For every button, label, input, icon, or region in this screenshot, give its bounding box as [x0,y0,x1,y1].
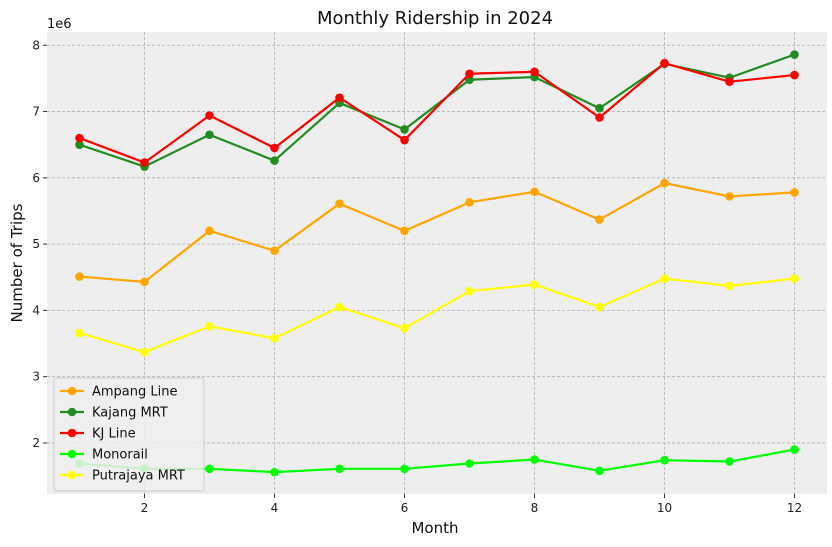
data-point [790,70,799,80]
data-point [75,328,84,338]
series-ampang-line [75,178,799,287]
x-tick-label: 8 [531,501,539,515]
data-point [75,140,84,149]
legend-swatch-marker [67,386,77,396]
y-tick-label: 4 [32,303,40,317]
data-point [790,50,799,59]
legend-item: KJ Line [60,427,136,442]
legend-label: KJ Line [92,427,136,442]
data-point [465,459,474,468]
data-point [595,103,604,113]
legend-box [53,377,205,492]
x-tick-label: 4 [271,501,279,515]
y-axis-label: Number of Trips [8,203,26,322]
series-putrajaya-mrt [75,274,799,357]
data-point [595,113,604,122]
legend-label: Monorail [92,448,148,463]
data-point [335,93,344,102]
chart-title: Monthly Ridership in 2024 [317,8,553,29]
series-line [79,62,795,164]
data-point [270,156,279,165]
y-tick-label: 2 [32,436,40,450]
x-axis-label: Month [411,519,458,537]
y-tick-label: 8 [32,38,40,52]
data-point [75,272,84,281]
data-point [140,277,149,287]
data-point [140,158,149,167]
data-point [465,75,474,85]
data-point [725,192,734,201]
data-point [595,466,604,476]
legend-swatch-marker [67,428,77,438]
data-point [205,464,214,474]
data-point [335,302,344,312]
data-point [205,111,214,120]
data-point [530,280,539,289]
data-point [465,69,474,79]
data-point [660,455,669,465]
data-point [660,178,669,188]
data-point [270,333,279,343]
data-point [140,347,149,357]
series-line [79,277,795,354]
legend-item: Kajang MRT [60,406,168,421]
y-tick-label: 3 [32,370,40,384]
data-point [400,135,409,145]
data-point [530,455,539,464]
data-point [270,246,279,256]
legend-item: Monorail [60,448,148,463]
data-point [725,457,734,466]
y-tick-label: 7 [32,105,40,119]
legend-label: Kajang MRT [92,406,168,421]
legend-swatch-marker [67,470,77,480]
legend: Ampang Line Kajang MRT KJ Line Monorail Putr… [53,377,205,492]
legend-label: Putrajaya MRT [92,469,185,484]
data-point [465,198,474,207]
data-point [270,143,279,153]
legend-item: Ampang Line [60,385,178,400]
data-point [530,187,539,197]
data-point [660,58,669,68]
x-tick-label: 2 [141,501,149,515]
legend-swatch-marker [67,449,77,459]
data-point [595,215,604,224]
legend-label: Ampang Line [92,385,178,400]
data-point [530,67,539,77]
y-offset-label: 1e6 [47,17,72,32]
data-point [660,274,669,283]
data-point [270,467,279,477]
data-point [335,199,344,208]
x-tick-label: 12 [787,501,802,515]
data-point [790,188,799,197]
data-point [205,226,214,236]
data-point [205,322,214,331]
data-point [725,77,734,87]
data-point [790,445,799,454]
data-point [335,464,344,474]
data-point [465,286,474,296]
legend-item: Putrajaya MRT [60,469,185,484]
y-tick-label: 6 [32,171,40,185]
data-point [400,323,409,333]
data-point [75,133,84,143]
x-tick-label: 10 [657,501,672,515]
data-point [400,464,409,474]
series-kj-line [75,58,799,167]
y-ticks: 2 3 4 5 6 7 8 [32,38,47,450]
series-line [79,182,795,283]
data-point [790,274,799,283]
legend-swatch-marker [67,407,77,417]
x-ticks: 2 4 6 8 10 12 [141,494,802,515]
data-point [205,130,214,140]
x-tick-label: 6 [401,501,409,515]
data-point [400,226,409,236]
data-point [400,125,409,134]
data-point [595,302,604,312]
data-point [725,281,734,291]
y-tick-label: 5 [32,237,40,251]
